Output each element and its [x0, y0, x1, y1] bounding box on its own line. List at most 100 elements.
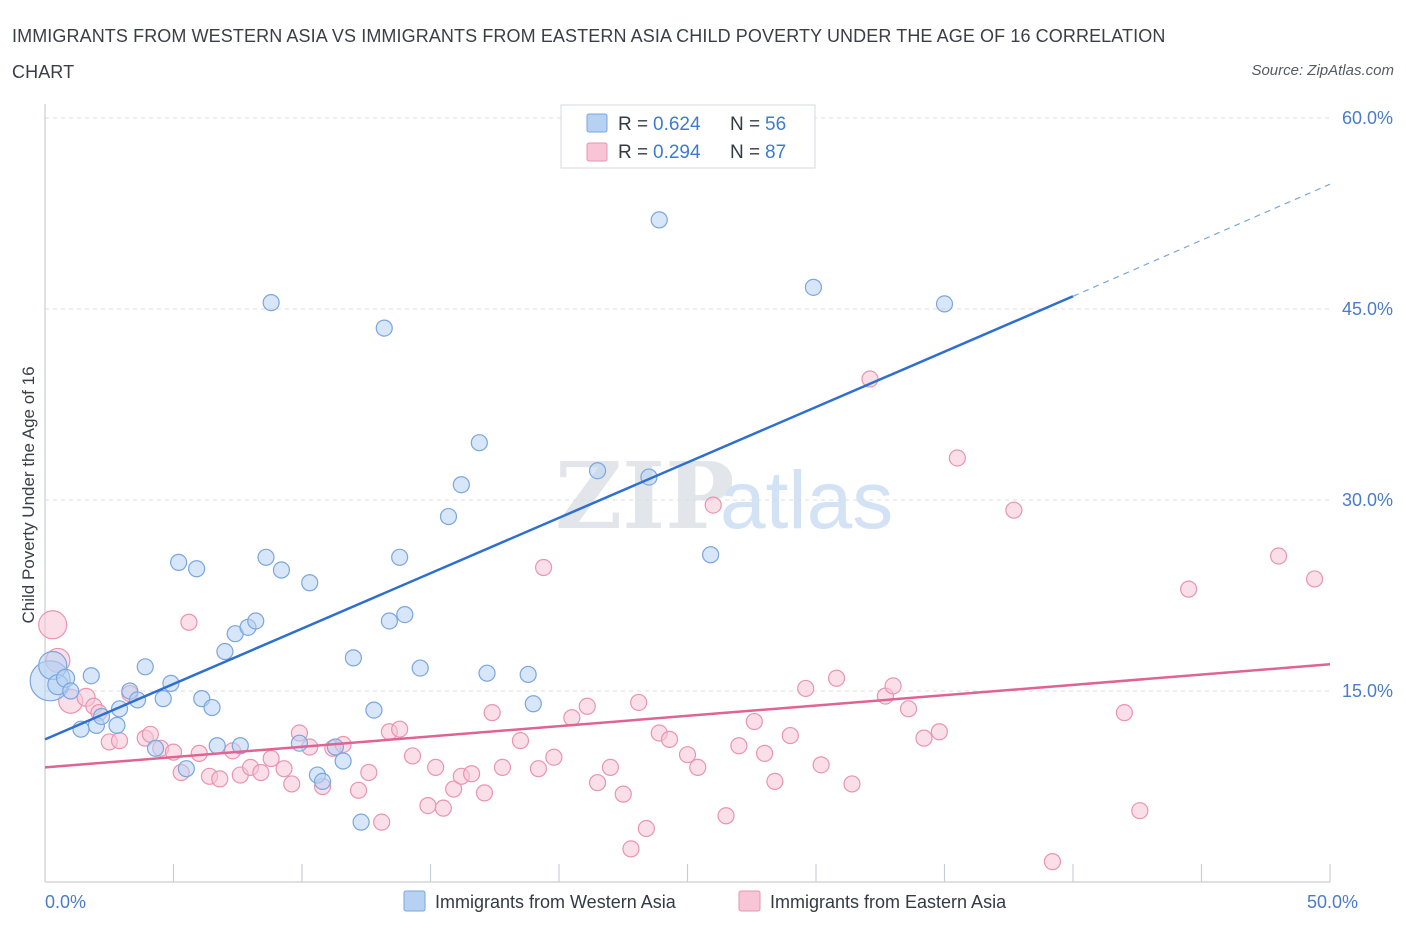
western-asia-point: [344, 649, 362, 667]
western-asia-point: [262, 294, 280, 312]
eastern-asia-point: [563, 709, 581, 727]
western-asia-point: [203, 698, 221, 717]
legend-n-label-2: N =: [730, 142, 760, 163]
western-asia-point: [301, 574, 319, 592]
eastern-asia-point: [689, 758, 707, 777]
eastern-asia-point: [403, 747, 422, 765]
eastern-asia-point: [637, 819, 655, 838]
eastern-asia-point: [622, 840, 640, 858]
trend-line-western-asia-extension: [1072, 183, 1331, 297]
eastern-asia-point: [110, 732, 129, 750]
western-asia-point: [380, 612, 398, 630]
legend-r-value-1: 0.624: [653, 114, 701, 135]
western-asia-point: [208, 737, 226, 755]
eastern-asia-point: [578, 697, 596, 715]
eastern-asia-point: [483, 704, 501, 722]
source-label: Source: ZipAtlas.com: [1251, 62, 1394, 79]
eastern-asia-point: [360, 763, 378, 782]
western-asia-point: [257, 548, 275, 566]
western-asia-point: [146, 739, 165, 757]
western-asia-point: [108, 716, 126, 734]
western-asia-point: [177, 760, 195, 778]
eastern-asia-point: [1115, 704, 1134, 722]
eastern-asia-point: [717, 807, 735, 825]
western-asia-point: [272, 561, 291, 579]
legend-n-label-1: N =: [730, 114, 760, 135]
eastern-asia-point: [529, 760, 548, 778]
eastern-asia-point: [211, 770, 229, 788]
western-asia-point: [452, 476, 470, 494]
eastern-asia-point: [534, 558, 553, 577]
western-asia-point: [188, 560, 206, 578]
eastern-asia-point: [1180, 580, 1198, 598]
western-asia-point: [478, 664, 496, 682]
western-asia-point: [411, 659, 429, 677]
eastern-asia-point: [445, 780, 463, 798]
eastern-asia-point: [899, 700, 918, 718]
eastern-asia-point: [781, 726, 799, 745]
eastern-asia-point: [812, 756, 830, 774]
eastern-asia-point: [730, 737, 748, 755]
eastern-asia-point: [745, 712, 763, 731]
legend-r-value-2: 0.294: [653, 142, 701, 163]
western-asia-point: [231, 737, 249, 755]
eastern-asia-point: [588, 774, 607, 792]
eastern-asia-point: [391, 720, 409, 738]
legend-swatch-pink: [586, 142, 608, 162]
correlation-legend: R = 0.624 N = 56 R = 0.294 N = 87: [560, 104, 816, 169]
western-asia-point: [375, 319, 393, 337]
western-asia-point: [396, 605, 414, 624]
western-asia-point: [82, 667, 100, 685]
eastern-asia-point: [766, 772, 784, 791]
legend-n-value-2: 87: [765, 142, 786, 163]
eastern-asia-point: [427, 758, 445, 777]
eastern-asia-point: [373, 813, 391, 831]
eastern-asia-point: [545, 748, 563, 766]
eastern-asia-point: [915, 729, 933, 747]
eastern-asia-point: [1043, 853, 1062, 871]
eastern-asia-point: [511, 732, 530, 750]
eastern-asia-point: [797, 679, 815, 698]
y-tick-label: 30.0%: [1342, 490, 1393, 510]
eastern-asia-point: [614, 785, 632, 803]
western-asia-point: [804, 278, 823, 296]
eastern-asia-point: [930, 723, 948, 741]
eastern-asia-point: [419, 796, 437, 815]
trend-lines: [44, 183, 1331, 769]
eastern-asia-point: [275, 760, 293, 778]
western-asia-points: [29, 211, 954, 831]
legend-r-label-2: R =: [618, 142, 648, 163]
y-tick-label: 60.0%: [1342, 108, 1393, 128]
gridlines: [45, 117, 1330, 692]
eastern-asia-point: [434, 799, 452, 817]
trend-line-eastern-asia: [44, 663, 1331, 769]
eastern-asia-point: [1131, 802, 1149, 820]
eastern-asia-point: [843, 775, 861, 793]
western-asia-point: [391, 548, 409, 566]
western-asia-point: [290, 734, 309, 752]
eastern-asia-point: [601, 758, 620, 777]
western-asia-point: [470, 434, 488, 452]
western-asia-point: [154, 690, 172, 708]
eastern-asia-point: [678, 746, 697, 764]
eastern-asia-point: [349, 781, 368, 799]
watermark-zip: ZIP: [555, 442, 734, 550]
eastern-asia-point: [1269, 547, 1288, 565]
western-asia-point: [702, 546, 720, 564]
eastern-asia-point: [180, 613, 198, 631]
western-asia-point: [519, 665, 537, 684]
western-asia-point: [247, 612, 265, 630]
eastern-asia-point: [827, 669, 846, 687]
western-asia-point: [935, 295, 954, 313]
western-asia-point: [524, 695, 542, 713]
y-axis-tick-labels: 15.0% 30.0% 45.0% 60.0%: [1342, 108, 1393, 701]
eastern-asia-point: [38, 610, 68, 640]
x-tick-label-max: 50.0%: [1307, 892, 1358, 912]
western-asia-point: [62, 682, 80, 700]
eastern-asia-point: [463, 765, 481, 783]
x-axis-ticks: [172, 864, 1331, 882]
trend-line-western-asia: [44, 295, 1074, 741]
western-asia-point: [352, 813, 370, 831]
bottom-legend-swatch-western: [403, 890, 426, 912]
